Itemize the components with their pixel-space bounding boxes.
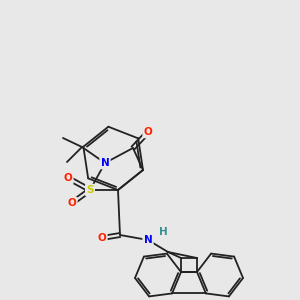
Text: H: H bbox=[159, 227, 167, 237]
Text: O: O bbox=[144, 127, 152, 137]
Text: N: N bbox=[100, 158, 109, 168]
Text: S: S bbox=[86, 185, 94, 195]
Text: O: O bbox=[98, 233, 106, 243]
Text: N: N bbox=[144, 235, 152, 245]
Text: O: O bbox=[68, 198, 76, 208]
Text: O: O bbox=[64, 173, 72, 183]
